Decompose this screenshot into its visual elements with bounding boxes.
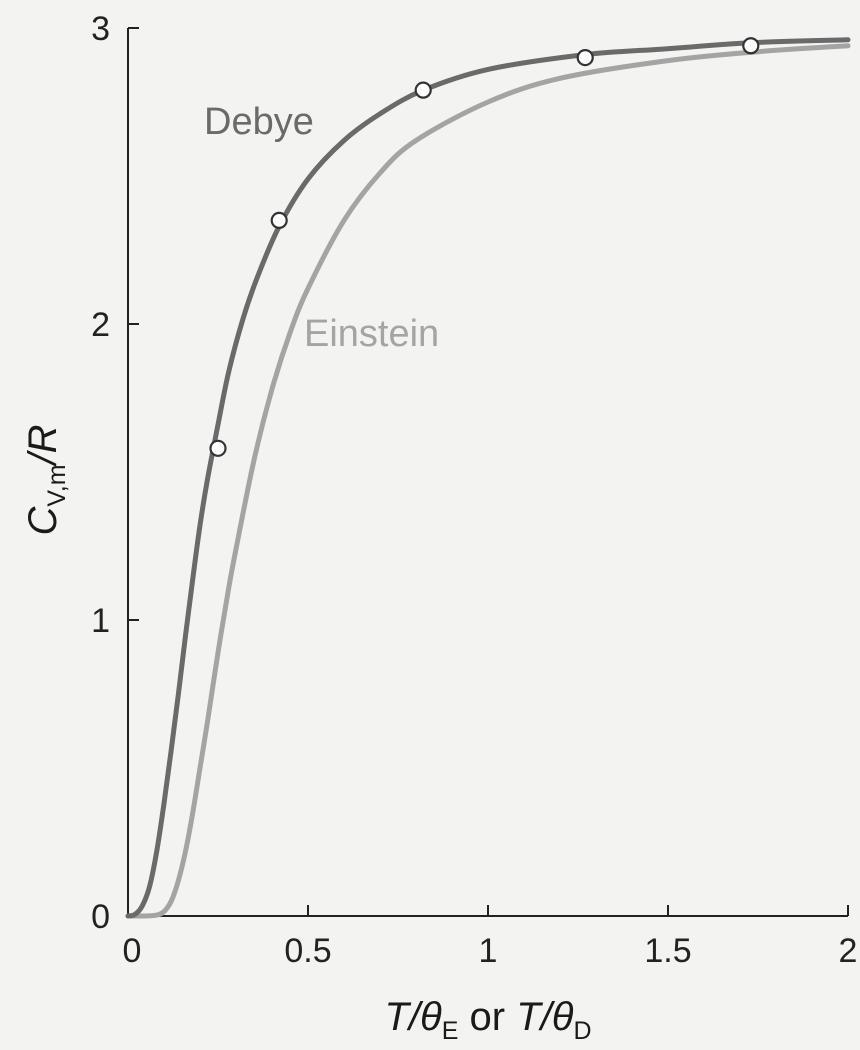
- y-tick-label: 2: [91, 306, 110, 344]
- series-label-debye: Debye: [204, 101, 314, 143]
- series-label-einstein: Einstein: [304, 313, 439, 355]
- data-markers: [209, 37, 760, 457]
- data-point-marker: [742, 37, 760, 55]
- x-tick-label: 1: [479, 932, 498, 970]
- axes: [127, 27, 849, 917]
- x-tick-label: 0: [123, 932, 142, 970]
- data-point-marker: [209, 439, 227, 457]
- y-axis-title: CV,m/R: [21, 424, 71, 535]
- series-line-debye: [125, 37, 851, 919]
- data-point-marker: [270, 211, 288, 229]
- x-axis-title: T/θE or T/θD: [384, 995, 591, 1045]
- y-tick-label: 3: [91, 10, 110, 48]
- series-lines: [125, 37, 851, 919]
- x-tick-label: 2: [839, 932, 858, 970]
- data-point-marker: [576, 48, 594, 67]
- x-tick-label: 0.5: [284, 932, 331, 970]
- tick-labels: 0 0.5 1 1.5 2 0 1 2 3: [91, 10, 857, 970]
- series-line-einstein: [125, 43, 851, 919]
- y-tick-label: 1: [91, 602, 110, 640]
- y-tick-label: 0: [91, 898, 110, 936]
- data-point-marker: [414, 81, 432, 99]
- x-tick-label: 1.5: [644, 932, 691, 970]
